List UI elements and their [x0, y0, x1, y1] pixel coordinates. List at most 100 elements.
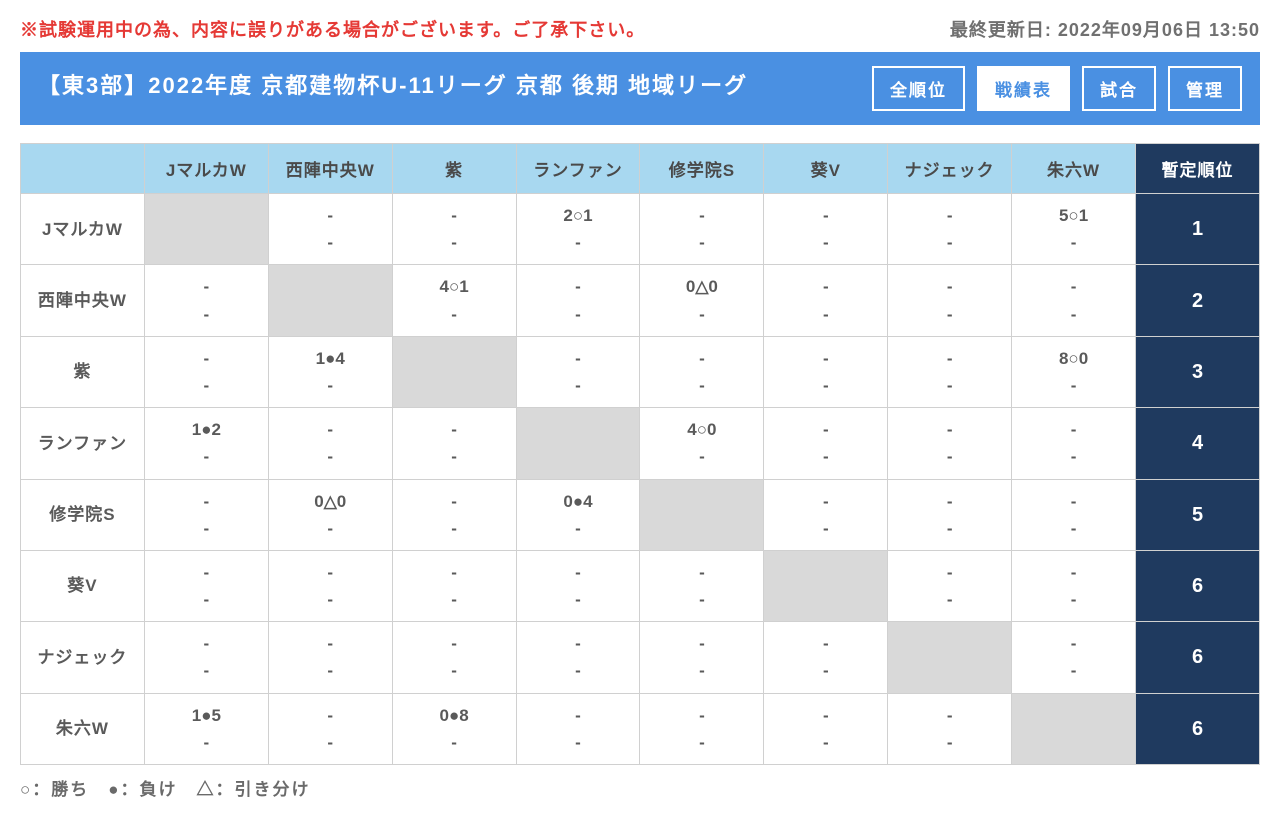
- result-cell: [268, 265, 392, 336]
- result-cell: --: [764, 408, 888, 479]
- table-header-team: 朱六W: [1012, 144, 1136, 194]
- result-line: -: [892, 515, 1007, 542]
- result-line: -: [644, 702, 759, 729]
- result-line: -: [273, 416, 388, 443]
- result-line: -: [1016, 229, 1131, 256]
- table-header-team: 紫: [392, 144, 516, 194]
- result-line: 4○0: [644, 416, 759, 443]
- page-title: 【東3部】2022年度 京都建物杯U-11リーグ 京都 後期 地域リーグ: [38, 66, 852, 106]
- results-table-wrap: JマルカW西陣中央W紫ランファン修学院S葵Vナジェック朱六W暫定順位 JマルカW…: [20, 143, 1260, 765]
- results-table: JマルカW西陣中央W紫ランファン修学院S葵Vナジェック朱六W暫定順位 JマルカW…: [20, 143, 1260, 765]
- tab-all-rank[interactable]: 全順位: [872, 66, 965, 111]
- result-cell: --: [764, 479, 888, 550]
- result-line: -: [892, 443, 1007, 470]
- result-line: -: [644, 345, 759, 372]
- result-line: -: [397, 301, 512, 328]
- result-line: 0△0: [273, 488, 388, 515]
- result-line: -: [397, 202, 512, 229]
- row-team-label: 紫: [21, 336, 145, 407]
- result-cell: --: [640, 622, 764, 693]
- result-line: -: [644, 372, 759, 399]
- result-cell: --: [640, 693, 764, 764]
- row-team-label: 修学院S: [21, 479, 145, 550]
- result-line: -: [397, 559, 512, 586]
- result-line: -: [397, 229, 512, 256]
- row-team-label: 西陣中央W: [21, 265, 145, 336]
- row-team-label: ランファン: [21, 408, 145, 479]
- tab-admin[interactable]: 管理: [1168, 66, 1242, 111]
- result-line: 1●2: [149, 416, 264, 443]
- result-line: -: [768, 729, 883, 756]
- result-line: -: [149, 630, 264, 657]
- result-line: -: [644, 443, 759, 470]
- result-line: -: [644, 630, 759, 657]
- result-line: -: [644, 657, 759, 684]
- result-cell: 0△0-: [640, 265, 764, 336]
- result-line: 1●5: [149, 702, 264, 729]
- rank-cell: 6: [1136, 550, 1260, 621]
- result-line: -: [149, 301, 264, 328]
- result-line: -: [149, 443, 264, 470]
- result-line: -: [273, 229, 388, 256]
- result-line: 0●4: [521, 488, 636, 515]
- result-line: -: [768, 515, 883, 542]
- result-cell: --: [764, 194, 888, 265]
- result-cell: --: [268, 408, 392, 479]
- result-cell: --: [268, 550, 392, 621]
- result-line: -: [1016, 657, 1131, 684]
- rank-cell: 3: [1136, 336, 1260, 407]
- result-line: -: [892, 586, 1007, 613]
- result-cell: --: [144, 622, 268, 693]
- rank-cell: 6: [1136, 693, 1260, 764]
- result-line: -: [521, 559, 636, 586]
- result-cell: --: [640, 336, 764, 407]
- result-line: -: [1016, 443, 1131, 470]
- result-cell: --: [516, 336, 640, 407]
- result-line: 0△0: [644, 273, 759, 300]
- result-line: -: [892, 702, 1007, 729]
- result-line: -: [644, 229, 759, 256]
- result-cell: [1012, 693, 1136, 764]
- header-bar: 【東3部】2022年度 京都建物杯U-11リーグ 京都 後期 地域リーグ 全順位…: [20, 52, 1260, 125]
- rank-cell: 2: [1136, 265, 1260, 336]
- result-cell: --: [516, 265, 640, 336]
- result-line: -: [768, 488, 883, 515]
- result-cell: --: [1012, 265, 1136, 336]
- result-line: -: [768, 443, 883, 470]
- result-cell: [144, 194, 268, 265]
- tab-matches[interactable]: 試合: [1082, 66, 1156, 111]
- result-line: 1●4: [273, 345, 388, 372]
- result-cell: [516, 408, 640, 479]
- result-cell: --: [392, 194, 516, 265]
- result-line: -: [149, 372, 264, 399]
- table-row: ナジェック--------------6: [21, 622, 1260, 693]
- result-line: -: [892, 229, 1007, 256]
- result-line: -: [892, 372, 1007, 399]
- table-header-row: JマルカW西陣中央W紫ランファン修学院S葵Vナジェック朱六W暫定順位: [21, 144, 1260, 194]
- result-line: -: [768, 416, 883, 443]
- result-cell: 0●8-: [392, 693, 516, 764]
- result-line: -: [768, 657, 883, 684]
- table-row: ランファン1●2-----4○0-------4: [21, 408, 1260, 479]
- result-line: -: [768, 345, 883, 372]
- result-cell: [392, 336, 516, 407]
- result-line: -: [149, 586, 264, 613]
- result-cell: --: [516, 622, 640, 693]
- result-cell: --: [392, 622, 516, 693]
- result-cell: --: [764, 265, 888, 336]
- result-line: 5○1: [1016, 202, 1131, 229]
- result-line: -: [1016, 273, 1131, 300]
- result-line: -: [149, 657, 264, 684]
- tab-results[interactable]: 戦績表: [977, 66, 1070, 111]
- result-line: -: [521, 273, 636, 300]
- result-line: -: [1016, 301, 1131, 328]
- result-cell: 2○1-: [516, 194, 640, 265]
- result-line: -: [149, 273, 264, 300]
- result-line: -: [1016, 559, 1131, 586]
- table-row: 葵V--------------6: [21, 550, 1260, 621]
- rank-cell: 5: [1136, 479, 1260, 550]
- result-line: -: [521, 301, 636, 328]
- table-header-blank: [21, 144, 145, 194]
- result-line: -: [521, 630, 636, 657]
- result-cell: 5○1-: [1012, 194, 1136, 265]
